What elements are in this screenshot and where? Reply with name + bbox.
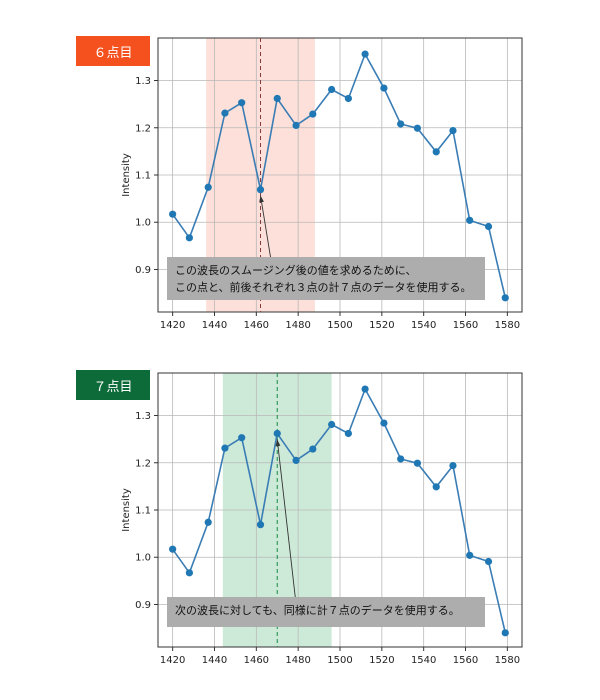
data-point bbox=[380, 84, 388, 92]
data-point bbox=[432, 148, 440, 156]
data-point bbox=[449, 126, 457, 135]
data-point bbox=[204, 183, 212, 191]
data-point bbox=[169, 545, 177, 553]
annotation-arrow-shaft bbox=[260, 195, 271, 258]
annotation-text: この点と、前後それぞれ３点の計７点のデータを使用する。 bbox=[175, 280, 472, 294]
data-point bbox=[185, 569, 193, 577]
x-tick-label: 1540 bbox=[411, 320, 436, 330]
data-point bbox=[256, 186, 265, 194]
x-tick-label: 1520 bbox=[369, 655, 394, 665]
x-tick-label: 1440 bbox=[202, 655, 227, 665]
data-point bbox=[501, 294, 509, 302]
y-axis-label: Intensity bbox=[121, 488, 132, 532]
data-point bbox=[432, 483, 440, 491]
data-point bbox=[185, 234, 193, 242]
panel-tag-6th-point: ６点目 bbox=[76, 36, 150, 66]
data-point bbox=[484, 557, 493, 566]
annotation-arrow-head bbox=[275, 439, 281, 447]
data-point bbox=[309, 110, 317, 118]
x-tick-label: 1560 bbox=[453, 320, 478, 330]
y-tick-label: 1.0 bbox=[135, 218, 151, 229]
y-tick-label: 0.9 bbox=[135, 600, 151, 611]
data-point bbox=[484, 222, 493, 231]
annotation-arrow bbox=[259, 195, 271, 258]
data-point bbox=[221, 444, 229, 452]
data-point bbox=[361, 385, 369, 393]
y-tick-label: 1.0 bbox=[135, 553, 151, 564]
data-point bbox=[344, 429, 352, 438]
annotation-box bbox=[167, 257, 485, 300]
data-point bbox=[328, 85, 336, 94]
x-tick-label: 1580 bbox=[495, 320, 520, 330]
x-tick-label: 1420 bbox=[160, 320, 185, 330]
y-tick-label: 0.9 bbox=[135, 265, 151, 276]
x-tick-label: 1440 bbox=[202, 320, 227, 330]
data-point bbox=[397, 120, 405, 128]
data-point bbox=[344, 94, 352, 103]
data-point bbox=[273, 94, 281, 103]
y-tick-label: 1.1 bbox=[135, 506, 151, 517]
x-tick-label: 1460 bbox=[244, 655, 269, 665]
y-axis-label: Intensity bbox=[121, 153, 132, 197]
data-point bbox=[204, 518, 212, 526]
data-point bbox=[397, 455, 405, 463]
data-point bbox=[256, 521, 265, 529]
annotation-arrow-head bbox=[259, 195, 264, 203]
data-point bbox=[238, 99, 246, 107]
data-point bbox=[328, 420, 336, 429]
x-tick-label: 1540 bbox=[411, 655, 436, 665]
data-point bbox=[309, 445, 317, 453]
data-point bbox=[466, 551, 474, 559]
annotation-text: 次の波長に対しても、同様に計７点のデータを使用する。 bbox=[175, 603, 460, 617]
chart-6th-point: 1420 1440 1460 1480 1500 1520 1540 1560 1580 0.9 1… bbox=[121, 37, 523, 330]
x-tick-label: 1500 bbox=[327, 320, 352, 330]
x-tick-label: 1480 bbox=[285, 320, 310, 330]
data-point bbox=[466, 216, 474, 224]
annotation-arrow bbox=[275, 439, 296, 598]
x-tick-label: 1520 bbox=[369, 320, 394, 330]
data-point bbox=[169, 210, 177, 218]
y-tick-label: 1.2 bbox=[135, 458, 151, 469]
data-point bbox=[413, 124, 422, 132]
data-point bbox=[238, 434, 246, 442]
y-tick-label: 1.1 bbox=[135, 171, 151, 182]
data-point bbox=[221, 109, 229, 117]
x-tick-label: 1480 bbox=[285, 655, 310, 665]
y-tick-label: 1.2 bbox=[135, 123, 151, 134]
annotation-text: この波長のスムージング後の値を求めるために、 bbox=[175, 263, 416, 277]
data-point bbox=[361, 50, 369, 58]
data-point bbox=[292, 121, 300, 129]
y-tick-label: 1.3 bbox=[135, 76, 151, 87]
x-tick-label: 1420 bbox=[160, 655, 185, 665]
annotation-arrow-shaft bbox=[276, 439, 296, 598]
series-line bbox=[171, 387, 507, 633]
x-tick-label: 1560 bbox=[453, 655, 478, 665]
data-point bbox=[380, 419, 388, 427]
annotation-box bbox=[167, 597, 485, 627]
data-point bbox=[273, 429, 281, 438]
y-tick-label: 1.3 bbox=[135, 411, 151, 422]
data-point bbox=[501, 629, 509, 637]
x-tick-label: 1460 bbox=[244, 320, 269, 330]
x-tick-label: 1580 bbox=[495, 655, 520, 665]
data-point bbox=[292, 456, 300, 464]
data-point bbox=[449, 461, 457, 470]
chart-7th-point: 1420 1440 1460 1480 1500 1520 1540 1560 1580 0.9 1… bbox=[121, 372, 523, 665]
x-tick-label: 1500 bbox=[327, 655, 352, 665]
data-point bbox=[413, 459, 422, 467]
panel-tag-7th-point: ７点目 bbox=[76, 370, 150, 400]
